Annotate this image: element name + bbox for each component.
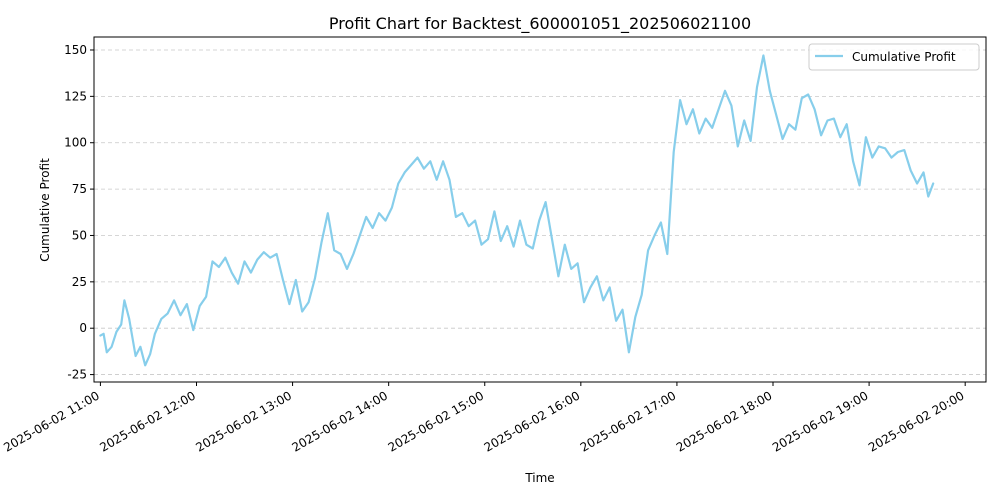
x-tick-label: 2025-06-02 14:00	[290, 388, 391, 454]
x-tick-label: 2025-06-02 15:00	[386, 388, 487, 454]
plot-area-frame	[93, 36, 987, 383]
x-tick-label: 2025-06-02 12:00	[97, 388, 198, 454]
y-tick-label: 150	[64, 43, 87, 57]
y-tick-label: 25	[72, 275, 87, 289]
x-tick-label: 2025-06-02 19:00	[770, 388, 871, 454]
legend-label: Cumulative Profit	[852, 50, 956, 64]
legend-box	[808, 43, 980, 71]
y-tick-label: 100	[64, 136, 87, 150]
series-line-cumulative-profit	[99, 54, 935, 367]
y-axis: -25 0 25 50 75 100 125 150	[64, 43, 94, 382]
x-tick-label: 2025-06-02 20:00	[866, 388, 967, 454]
x-tick-label: 2025-06-02 13:00	[193, 388, 294, 454]
y-tick-label: 75	[72, 182, 87, 196]
y-tick-label: 125	[64, 89, 87, 103]
x-axis-title: Time	[524, 471, 554, 485]
x-tick-label: 2025-06-02 17:00	[578, 388, 679, 454]
x-tick-label: 2025-06-02 16:00	[482, 388, 583, 454]
chart-title: Profit Chart for Backtest_600001051_2025…	[329, 14, 751, 34]
legend: Cumulative Profit	[808, 43, 980, 71]
y-tick-label: 50	[72, 228, 87, 242]
x-tick-label: 2025-06-02 11:00	[1, 388, 102, 454]
series-group	[99, 54, 935, 367]
y-tick-label: 0	[79, 321, 87, 335]
x-tick-label: 2025-06-02 18:00	[674, 388, 775, 454]
y-tick-label: -25	[67, 368, 87, 382]
y-axis-title: Cumulative Profit	[38, 158, 52, 262]
grid-lines	[94, 49, 986, 375]
